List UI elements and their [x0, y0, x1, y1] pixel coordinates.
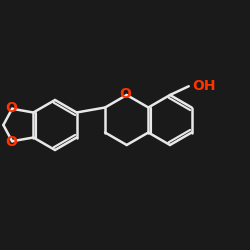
Text: O: O — [5, 136, 17, 149]
Text: OH: OH — [192, 79, 216, 93]
Text: O: O — [5, 100, 17, 114]
Text: O: O — [119, 87, 131, 101]
